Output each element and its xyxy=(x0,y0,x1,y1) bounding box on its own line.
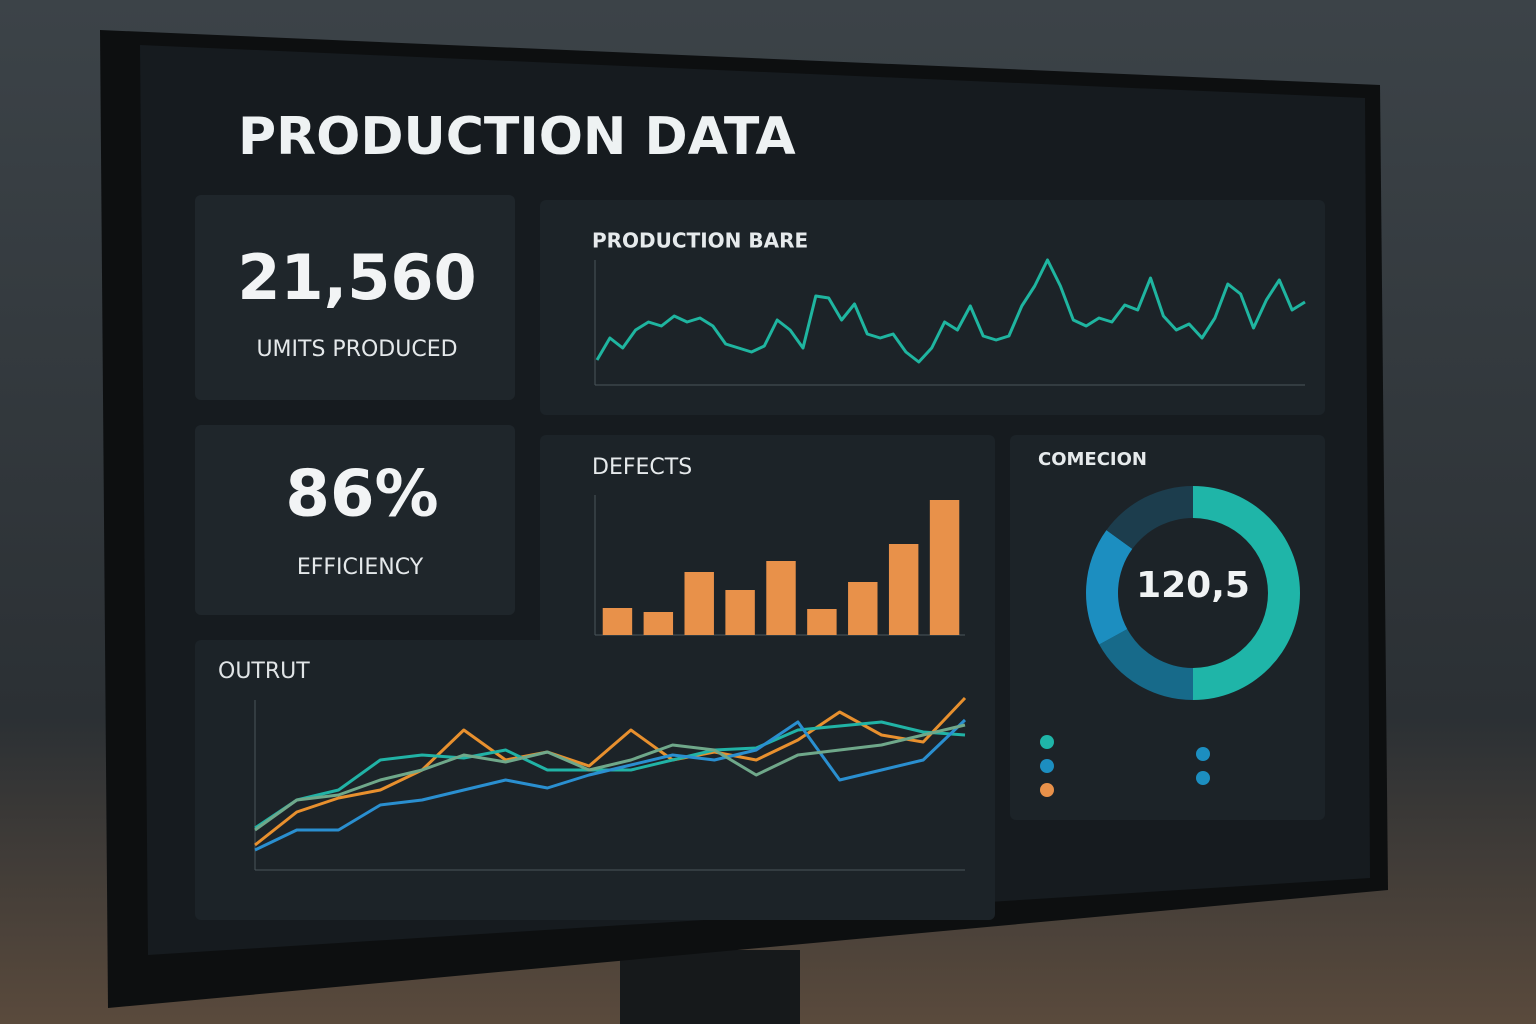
chart-panel xyxy=(195,640,995,920)
data-line xyxy=(254,718,967,852)
page-title: PRODUCTION DATA xyxy=(238,107,796,167)
bar xyxy=(684,572,714,635)
chart-title: DEFECTS xyxy=(592,455,692,480)
donut-segment xyxy=(1193,486,1300,700)
bar xyxy=(643,612,674,635)
chart-marks xyxy=(254,258,1306,852)
legend-dot xyxy=(1040,735,1054,749)
bar xyxy=(848,582,878,635)
kpi-card xyxy=(195,425,515,615)
donut-center-label: 120,5 xyxy=(1136,565,1250,606)
donut-segment xyxy=(1086,530,1133,645)
legend-dot xyxy=(1040,759,1054,773)
chart-panel xyxy=(540,435,995,670)
chart-panel xyxy=(540,200,1325,415)
chart-title: OUTRUT xyxy=(218,659,310,684)
bar xyxy=(888,544,919,635)
data-line xyxy=(254,696,967,847)
bar xyxy=(766,561,796,635)
donut-segment xyxy=(1106,486,1193,549)
kpi-value: 21,560 xyxy=(237,241,476,314)
kpi-label: UMITS PRODUCED xyxy=(256,337,457,362)
monitor-stand xyxy=(620,950,800,1024)
kpi-value: 86% xyxy=(285,458,438,532)
data-line xyxy=(254,723,966,832)
legend-dot xyxy=(1040,783,1054,797)
bar xyxy=(602,608,633,635)
donut-segment xyxy=(1099,629,1193,700)
bar xyxy=(725,590,755,635)
legend-dot xyxy=(1196,771,1210,785)
legend-dot xyxy=(1196,747,1210,761)
bar xyxy=(807,609,837,635)
kpi-card xyxy=(195,195,515,400)
chart-title: PRODUCTION BARE xyxy=(592,229,808,253)
bar xyxy=(929,500,960,635)
chart-title: COMECION xyxy=(1038,449,1147,470)
kpi-label: EFFICIENCY xyxy=(297,555,424,580)
data-line xyxy=(595,258,1306,364)
